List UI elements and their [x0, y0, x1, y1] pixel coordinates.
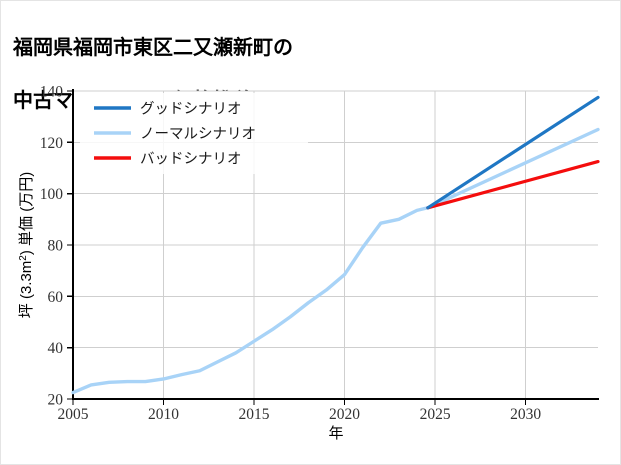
x-axis-tickmarks — [72, 399, 527, 405]
series-line-good — [426, 95, 600, 210]
horizontal-gridlines — [73, 90, 598, 349]
legend-label-2: バッドシナリオ — [140, 152, 242, 168]
y-tick-label-80: 80 — [48, 238, 64, 255]
x-tick-label-2005: 2005 — [58, 406, 89, 423]
y-axis-title-suffix: ) 単価 (万円) — [18, 172, 35, 255]
x-axis-tick-labels: 2005 2010 2015 2020 2025 2030 — [58, 406, 542, 423]
y-tick-label-140: 140 — [40, 84, 64, 101]
series-line-bad — [426, 159, 600, 210]
y-tick-label-20: 20 — [48, 392, 64, 409]
y-axis-title-prefix: 坪 (3.3m — [18, 261, 35, 319]
x-tick-label-2015: 2015 — [239, 406, 270, 423]
legend-label-1: ノーマルシナリオ — [140, 127, 256, 143]
y-tick-label-40: 40 — [48, 340, 64, 357]
x-tick-label-2020: 2020 — [329, 406, 360, 423]
series-line-normal — [71, 127, 600, 395]
legend-label-0: グッドシナリオ — [140, 101, 242, 118]
svg-text:坪 (3.3m2) 単価 (万円): 坪 (3.3m2) 単価 (万円) — [18, 172, 35, 318]
x-axis-title: 年 — [328, 425, 343, 442]
x-tick-label-2025: 2025 — [420, 406, 451, 423]
y-axis-title-superscript: 2 — [18, 255, 29, 261]
chart-title-line-1: 福岡県福岡市東区二又瀬新町の — [13, 37, 293, 60]
y-axis-title: 坪 (3.3m2) 単価 (万円) — [18, 172, 35, 318]
y-tick-label-120: 120 — [40, 135, 64, 152]
data-series-group — [71, 95, 600, 395]
y-tick-label-60: 60 — [48, 289, 64, 306]
x-tick-label-2030: 2030 — [510, 406, 541, 423]
y-axis-tick-labels: 20 40 60 80 100 120 140 — [40, 84, 64, 409]
x-tick-label-2010: 2010 — [148, 406, 179, 423]
y-axis-tickmarks — [67, 90, 73, 400]
y-tick-label-100: 100 — [40, 186, 64, 203]
